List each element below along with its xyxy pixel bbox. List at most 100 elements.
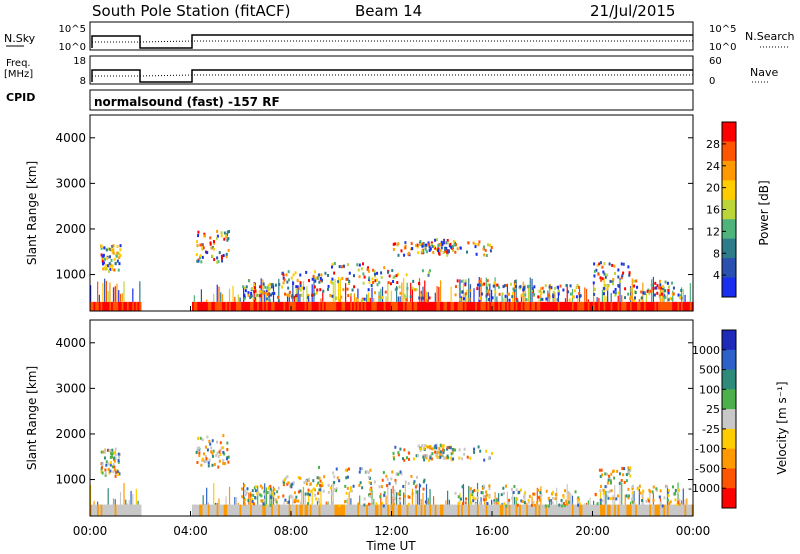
range-cell <box>383 493 386 497</box>
range-cell <box>210 246 213 250</box>
range-cell <box>403 253 406 257</box>
range-cell <box>253 290 256 294</box>
range-cell <box>431 301 434 311</box>
range-cell <box>387 484 389 505</box>
range-cell <box>376 278 379 282</box>
range-cell <box>314 488 317 492</box>
range-cell <box>347 294 350 298</box>
range-cell <box>672 485 675 489</box>
range-cell <box>317 481 320 485</box>
range-cell <box>362 301 365 311</box>
range-cell <box>196 244 199 248</box>
range-cell <box>266 490 269 494</box>
range-cell <box>98 301 101 311</box>
range-cell <box>568 491 570 505</box>
range-cell <box>439 453 442 457</box>
range-cell <box>110 452 113 456</box>
range-cell <box>622 504 626 516</box>
range-cell <box>367 288 370 292</box>
range-cell <box>520 294 523 302</box>
range-cell <box>420 498 422 505</box>
range-cell <box>434 246 437 250</box>
range-cell <box>625 494 628 498</box>
range-cell <box>425 291 428 302</box>
range-cell <box>130 301 133 311</box>
range-cell <box>114 457 117 461</box>
range-cell <box>299 504 302 516</box>
range-cell <box>541 286 544 290</box>
range-cell <box>597 272 600 276</box>
range-cell <box>349 489 352 493</box>
range-cell <box>594 492 597 496</box>
range-cell <box>429 456 432 460</box>
range-cell <box>216 229 219 233</box>
range-cell <box>547 496 550 500</box>
range-cell <box>295 301 298 311</box>
range-cell <box>319 503 322 507</box>
range-cell <box>619 278 621 302</box>
range-cell <box>396 286 398 302</box>
range-cell <box>659 301 663 311</box>
range-cell <box>432 504 436 516</box>
range-cell <box>575 504 578 516</box>
range-cell <box>621 295 623 302</box>
range-cell <box>380 288 382 302</box>
range-cell <box>605 296 607 302</box>
range-cell <box>599 501 602 505</box>
range-cell <box>113 458 116 462</box>
range-cell <box>511 295 514 299</box>
range-cell <box>224 462 227 466</box>
range-cell <box>258 301 262 311</box>
range-cell <box>111 248 114 252</box>
range-cell <box>373 499 375 505</box>
range-cell <box>505 504 508 516</box>
range-cell <box>424 301 427 311</box>
range-cell <box>376 301 379 311</box>
range-cell <box>307 279 310 283</box>
range-cell <box>441 301 444 311</box>
range-cell <box>312 487 315 491</box>
range-cell <box>251 489 254 493</box>
range-cell <box>665 504 668 516</box>
range-cell <box>461 290 464 294</box>
range-cell <box>635 301 638 311</box>
range-cell <box>429 247 432 251</box>
range-cell <box>283 504 286 516</box>
range-cell <box>243 489 246 493</box>
range-cell <box>606 273 609 277</box>
range-cell <box>598 468 601 472</box>
range-cell <box>524 491 527 495</box>
range-cell <box>311 284 313 302</box>
range-cell <box>352 484 355 488</box>
range-cell <box>529 301 532 311</box>
range-cell <box>119 491 122 505</box>
range-cell <box>468 297 471 301</box>
range-cell <box>612 469 615 473</box>
range-cell <box>376 283 379 287</box>
range-cell <box>198 451 201 455</box>
range-cell <box>447 456 450 460</box>
range-cell <box>309 482 312 486</box>
range-cell <box>253 486 256 490</box>
range-cell <box>629 468 632 472</box>
range-cell <box>505 283 508 287</box>
range-cell <box>472 499 475 503</box>
range-cell <box>642 291 645 295</box>
range-cell <box>503 297 505 302</box>
range-cell <box>484 497 487 501</box>
range-cell <box>629 501 632 505</box>
range-cell <box>510 504 513 516</box>
range-cell <box>645 301 648 311</box>
range-cell <box>327 504 330 516</box>
range-cell <box>513 496 516 505</box>
range-cell <box>686 301 689 311</box>
range-cell <box>422 455 425 459</box>
range-cell <box>403 301 406 311</box>
range-cell <box>290 483 293 487</box>
range-cell <box>217 260 220 264</box>
range-cell <box>262 282 265 286</box>
range-cell <box>334 278 336 302</box>
range-cell <box>220 256 223 260</box>
range-cell <box>527 500 530 504</box>
range-cell <box>116 259 119 263</box>
